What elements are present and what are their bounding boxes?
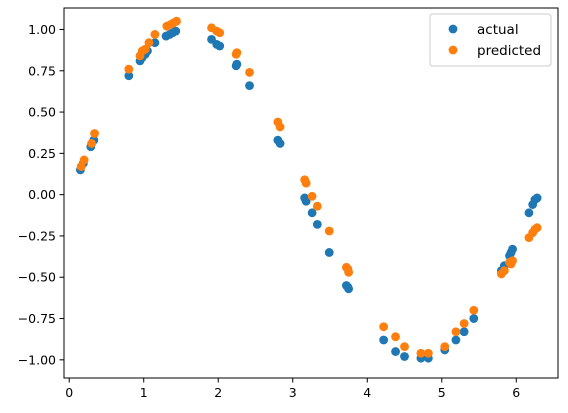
data-point-predicted: [150, 30, 160, 39]
y-tick-label: −1.00: [18, 352, 56, 367]
data-point-predicted: [459, 319, 469, 328]
legend-label-actual: actual: [477, 22, 519, 38]
data-point-predicted: [245, 68, 254, 77]
data-point-actual: [324, 248, 334, 257]
data-point-predicted: [76, 162, 86, 171]
data-point-predicted: [532, 223, 542, 233]
data-point-actual: [232, 59, 242, 69]
y-tick-label: 0.75: [28, 63, 56, 78]
data-point-actual: [379, 335, 389, 345]
legend-box: [429, 13, 552, 67]
data-point-predicted: [79, 155, 89, 165]
legend-marker-actual: [448, 24, 458, 34]
data-point-predicted: [469, 305, 479, 315]
data-point-actual: [391, 347, 400, 356]
data-point-predicted: [391, 332, 400, 342]
data-point-actual: [307, 208, 317, 218]
data-point-predicted: [344, 267, 354, 277]
data-point-predicted: [90, 129, 99, 138]
data-point-actual: [312, 219, 322, 229]
y-tick-label: 0.25: [28, 146, 56, 161]
x-tick-label: 3: [289, 385, 297, 400]
x-tick-label: 6: [512, 385, 520, 400]
data-point-predicted: [312, 201, 322, 211]
data-point-predicted: [144, 38, 154, 48]
data-point-actual: [245, 81, 254, 91]
y-tick-label: −0.50: [18, 270, 56, 285]
data-point-predicted: [379, 322, 389, 332]
data-point-actual: [301, 196, 311, 206]
data-point-actual: [215, 41, 225, 51]
data-point-predicted: [172, 16, 181, 26]
data-point-actual: [459, 327, 469, 337]
data-point-actual: [171, 26, 181, 36]
y-tick-label: 0.00: [28, 187, 56, 202]
data-point-predicted: [499, 266, 509, 276]
data-point-predicted: [301, 178, 311, 188]
x-tick-label: 1: [140, 385, 148, 400]
y-tick-label: 0.50: [28, 105, 56, 120]
x-tick-label: 0: [65, 385, 73, 400]
data-point-actual: [524, 208, 534, 218]
plot-frame: [63, 7, 559, 379]
data-point-predicted: [275, 122, 285, 132]
x-tick-label: 2: [214, 385, 222, 400]
data-point-actual: [508, 244, 517, 254]
legend-label-predicted: predicted: [477, 43, 541, 59]
data-point-predicted: [440, 342, 450, 352]
data-point-predicted: [423, 348, 433, 358]
y-tick-label: −0.25: [18, 228, 56, 243]
data-point-predicted: [400, 342, 409, 352]
data-point-actual: [344, 284, 354, 294]
y-tick-label: −0.75: [18, 311, 56, 326]
data-point-predicted: [87, 139, 96, 148]
x-tick-label: 4: [363, 385, 371, 400]
data-point-predicted: [307, 191, 317, 201]
data-point-actual: [275, 139, 285, 148]
data-point-predicted: [124, 64, 134, 74]
y-tick-label: 1.00: [28, 22, 56, 37]
data-point-predicted: [508, 256, 517, 266]
data-points-layer: [75, 16, 542, 363]
axes-layer: 0 1 2 3 4 5 6 −1.00 −0.75 −0.50 −0.25 0.00 0.25 0.50 0…: [18, 7, 559, 400]
data-point-predicted: [232, 48, 242, 57]
data-point-actual: [400, 352, 409, 361]
data-point-predicted: [416, 348, 426, 358]
data-point-actual: [451, 335, 461, 345]
legend: actual predicted: [429, 13, 552, 67]
data-point-actual: [469, 314, 479, 323]
data-point-predicted: [215, 28, 225, 38]
data-point-predicted: [324, 226, 334, 236]
data-point-predicted: [451, 327, 461, 337]
legend-marker-predicted: [448, 45, 458, 55]
data-point-predicted: [140, 44, 150, 54]
data-point-actual: [124, 71, 134, 81]
x-tick-label: 5: [438, 385, 446, 400]
data-point-actual: [532, 193, 542, 203]
